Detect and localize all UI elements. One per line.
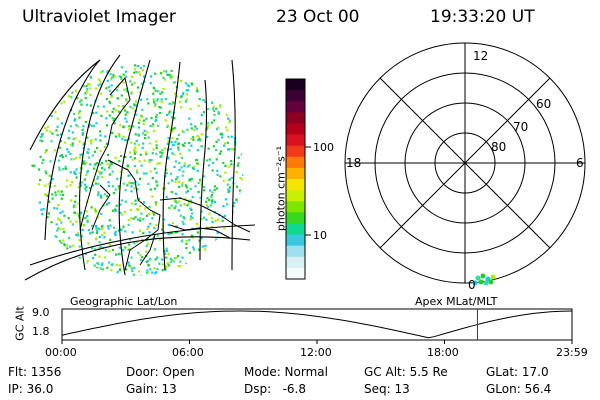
mode-value: Mode: Normal (244, 365, 328, 379)
instrument-title: Ultraviolet Imager (22, 7, 176, 27)
aurora-emission-dots (31, 64, 243, 276)
seq-value: Seq: 13 (364, 382, 410, 396)
glat-value: GLat: 17.0 (486, 365, 549, 379)
timeline-xtick-1200: 12:00 (300, 346, 332, 359)
timeline-xtick-1800: 18:00 (427, 346, 459, 359)
apex-label: Apex MLat/MLT (415, 295, 498, 308)
colorbar-tick-10: 10 (313, 229, 327, 242)
timeline-xtick-0000: 00:00 (45, 346, 77, 359)
time-label: 19:33:20 UT (430, 7, 535, 27)
glon-value: GLon: 56.4 (486, 382, 552, 396)
flight-number: Flt: 1356 (8, 365, 62, 379)
apex-polar-plot (344, 42, 586, 284)
lat-label-80: 80 (491, 140, 507, 154)
dsp-value: Dsp: -6.8 (244, 382, 307, 396)
timeline-xtick-2359: 23:59 (556, 346, 588, 359)
coastline (79, 76, 251, 271)
mlt-label-12: 12 (473, 49, 489, 63)
polar-emission-dots (472, 273, 496, 286)
gc-alt-value: GC Alt: 5.5 Re (364, 365, 448, 379)
colorbar (285, 78, 311, 280)
mlt-label-0: 0 (468, 278, 476, 292)
geographic-map (24, 54, 256, 281)
timeline-ytick-low: 1.8 (32, 325, 50, 338)
lat-label-70: 70 (513, 120, 529, 134)
colorbar-tick-100: 100 (313, 141, 334, 154)
timeline-ylabel: GC Alt (13, 306, 27, 341)
door-status: Door: Open (126, 365, 195, 379)
gc-alt-timeline (61, 308, 573, 344)
colorbar-unit-label: photon cm⁻²s⁻¹ (274, 145, 288, 232)
timeline-xtick-0600: 06:00 (172, 346, 204, 359)
timeline-ytick-high: 9.0 (32, 306, 50, 319)
gain-value: Gain: 13 (126, 382, 177, 396)
mlt-label-18: 18 (346, 156, 362, 170)
date-label: 23 Oct 00 (276, 7, 360, 27)
ip-value: IP: 36.0 (8, 382, 54, 396)
mlt-label-6: 6 (576, 156, 584, 170)
geographic-label: Geographic Lat/Lon (70, 295, 178, 308)
lat-label-60: 60 (536, 97, 552, 111)
